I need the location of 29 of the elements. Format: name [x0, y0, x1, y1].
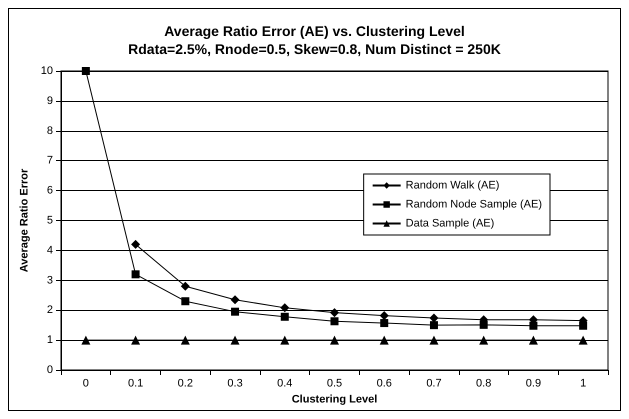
y-tick-label: 3 — [46, 274, 53, 286]
x-tick-label: 0.4 — [277, 378, 292, 390]
y-tick-label: 5 — [46, 214, 53, 226]
legend-label: Random Walk (AE) — [406, 180, 500, 192]
x-tick-label: 0.5 — [326, 378, 342, 390]
y-tick-label: 8 — [46, 124, 53, 137]
x-tick-label: 0.1 — [128, 378, 144, 390]
chart-title: Average Ratio Error (AE) vs. Clustering Level — [164, 23, 465, 39]
x-tick-label: 0.3 — [227, 378, 243, 390]
y-tick-label: 1 — [46, 334, 53, 346]
x-tick-label: 0.2 — [178, 378, 193, 390]
y-tick-label: 7 — [46, 154, 53, 167]
x-tick-label: 0.9 — [526, 378, 542, 390]
y-axis-title: Average Ratio Error — [18, 168, 30, 272]
y-tick-label: 2 — [46, 304, 53, 316]
y-tick-label: 4 — [46, 244, 53, 256]
x-tick-label: 0.8 — [476, 378, 492, 390]
chart-subtitle: Rdata=2.5%, Rnode=0.5, Skew=0.8, Num Distinct = 250K — [128, 41, 501, 57]
y-tick-label: 9 — [46, 94, 53, 107]
y-tick-label: 10 — [40, 65, 53, 77]
y-tick-label: 6 — [46, 184, 53, 197]
x-tick-label: 0 — [82, 378, 89, 390]
x-tick-label: 0.6 — [376, 378, 392, 390]
legend-label: Random Node Sample (AE) — [406, 198, 542, 210]
x-tick-label: 0.7 — [426, 378, 442, 390]
x-tick-label: 1 — [580, 378, 586, 390]
y-tick-label: 0 — [46, 364, 53, 376]
legend-label: Data Sample (AE) — [406, 218, 494, 230]
x-axis-title: Clustering Level — [292, 393, 378, 406]
